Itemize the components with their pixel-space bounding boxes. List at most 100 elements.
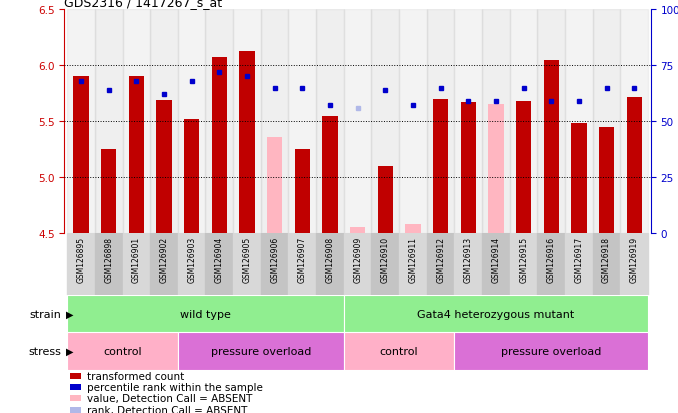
Bar	[261, 233, 288, 295]
Text: stress: stress	[28, 346, 61, 356]
Text: control: control	[103, 346, 142, 356]
Text: GSM126906: GSM126906	[270, 236, 279, 282]
Bar	[399, 10, 427, 233]
Text: strain: strain	[29, 309, 61, 319]
Text: GSM126911: GSM126911	[408, 236, 418, 282]
Bar	[460, 103, 476, 233]
Bar	[101, 150, 117, 233]
Bar	[599, 127, 614, 233]
Bar	[71, 373, 81, 379]
Bar	[178, 10, 205, 233]
Bar	[150, 10, 178, 233]
Bar	[516, 102, 532, 233]
Bar	[427, 10, 454, 233]
Bar	[510, 10, 538, 233]
Text: Gata4 heterozygous mutant: Gata4 heterozygous mutant	[418, 309, 574, 319]
Bar	[626, 97, 642, 233]
Text: GSM126909: GSM126909	[353, 236, 362, 282]
Text: GSM126913: GSM126913	[464, 236, 473, 282]
Bar	[129, 77, 144, 233]
Text: GSM126916: GSM126916	[546, 236, 556, 282]
Text: pressure overload: pressure overload	[501, 346, 601, 356]
Bar	[433, 100, 448, 233]
Bar	[593, 233, 620, 295]
Text: value, Detection Call = ABSENT: value, Detection Call = ABSENT	[87, 394, 252, 404]
Bar	[405, 224, 420, 233]
Bar	[295, 150, 310, 233]
Text: GSM126902: GSM126902	[159, 236, 169, 282]
Text: wild type: wild type	[180, 309, 231, 319]
Text: ▶: ▶	[66, 309, 73, 319]
Text: transformed count: transformed count	[87, 371, 184, 381]
Bar	[316, 10, 344, 233]
Text: percentile rank within the sample: percentile rank within the sample	[87, 382, 262, 392]
Bar	[267, 138, 282, 233]
Bar	[482, 10, 510, 233]
Text: rank, Detection Call = ABSENT: rank, Detection Call = ABSENT	[87, 405, 247, 413]
Text: GSM126912: GSM126912	[436, 236, 445, 282]
Text: GDS2316 / 1417267_s_at: GDS2316 / 1417267_s_at	[64, 0, 222, 9]
Bar	[344, 295, 648, 332]
Bar	[178, 233, 205, 295]
Bar	[372, 10, 399, 233]
Text: GSM126918: GSM126918	[602, 236, 611, 282]
Bar	[454, 10, 482, 233]
Bar	[205, 10, 233, 233]
Bar	[316, 233, 344, 295]
Bar	[544, 61, 559, 233]
Bar	[184, 120, 199, 233]
Bar	[178, 332, 344, 370]
Bar	[123, 10, 150, 233]
Bar	[205, 233, 233, 295]
Bar	[233, 233, 261, 295]
Bar	[67, 233, 95, 295]
Bar	[95, 10, 123, 233]
Text: GSM126895: GSM126895	[77, 236, 85, 282]
Bar	[67, 332, 178, 370]
Bar	[593, 10, 620, 233]
Bar	[95, 233, 123, 295]
Text: GSM126917: GSM126917	[574, 236, 584, 282]
Bar	[565, 233, 593, 295]
Bar	[212, 58, 227, 233]
Text: GSM126908: GSM126908	[325, 236, 334, 282]
Bar	[67, 295, 344, 332]
Bar	[239, 52, 255, 233]
Bar	[123, 233, 150, 295]
Text: GSM126903: GSM126903	[187, 236, 196, 282]
Bar	[378, 166, 393, 233]
Bar	[71, 407, 81, 413]
Bar	[620, 10, 648, 233]
Text: GSM126907: GSM126907	[298, 236, 307, 282]
Bar	[233, 10, 261, 233]
Bar	[157, 101, 172, 233]
Bar	[372, 233, 399, 295]
Bar	[344, 10, 372, 233]
Bar	[538, 233, 565, 295]
Bar	[344, 233, 372, 295]
Text: pressure overload: pressure overload	[211, 346, 311, 356]
Bar	[350, 228, 365, 233]
Text: ▶: ▶	[66, 346, 73, 356]
Bar	[454, 332, 648, 370]
Bar	[288, 233, 316, 295]
Text: GSM126910: GSM126910	[381, 236, 390, 282]
Bar	[344, 332, 454, 370]
Text: GSM126901: GSM126901	[132, 236, 141, 282]
Text: GSM126898: GSM126898	[104, 236, 113, 282]
Bar	[510, 233, 538, 295]
Bar	[565, 10, 593, 233]
Text: GSM126904: GSM126904	[215, 236, 224, 282]
Bar	[288, 10, 316, 233]
Bar	[261, 10, 288, 233]
Text: control: control	[380, 346, 418, 356]
Bar	[572, 124, 586, 233]
Bar	[150, 233, 178, 295]
Bar	[620, 233, 648, 295]
Bar	[427, 233, 454, 295]
Bar	[538, 10, 565, 233]
Bar	[67, 10, 95, 233]
Bar	[73, 77, 89, 233]
Bar	[322, 116, 338, 233]
Bar	[482, 233, 510, 295]
